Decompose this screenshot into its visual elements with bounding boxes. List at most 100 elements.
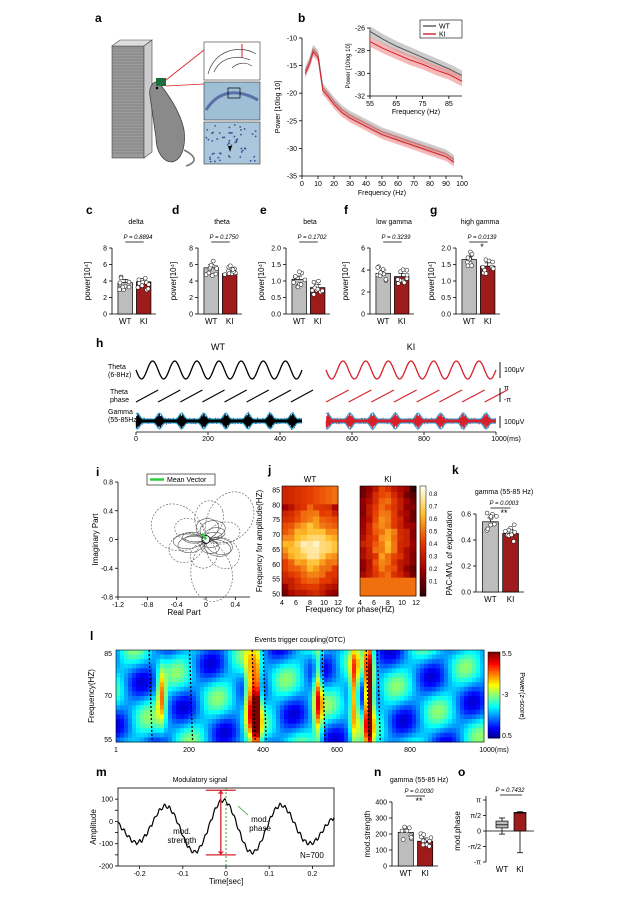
otc-cell (216, 737, 221, 743)
otc-cell (440, 709, 445, 715)
otc-cell (388, 709, 393, 715)
heat-cell (300, 547, 308, 554)
panel-l-otc-heatmap: l Events trigger coupling(OTC)1 200 400 600 8… (87, 629, 525, 754)
otc-cell (236, 650, 241, 656)
ytick: 6 (103, 262, 107, 269)
otc-cell (252, 719, 257, 725)
colorbar-segment (488, 703, 500, 707)
heat-cell (403, 528, 411, 536)
otc-cell (372, 732, 377, 738)
otc-cell (212, 714, 217, 720)
xtick: 20 (330, 181, 338, 188)
otc-cell (212, 737, 217, 743)
otc-cell (196, 673, 201, 679)
otc-cell (444, 668, 449, 674)
otc-cell (444, 719, 449, 725)
otc-cell (468, 696, 473, 702)
otc-cell (252, 668, 257, 674)
heat-cell (313, 522, 320, 530)
otc-cell (264, 650, 269, 656)
otc-cell (436, 719, 441, 725)
otc-cell (120, 700, 125, 706)
heat-cell (403, 504, 411, 511)
otc-cell (296, 700, 301, 706)
inset-xtick: 65 (392, 101, 400, 108)
heat-cell (306, 528, 314, 536)
otc-cell (252, 659, 257, 665)
otc-cell (136, 654, 141, 660)
otc-cell (208, 650, 213, 656)
otc-cell (188, 700, 193, 706)
scale-label-minus-pi: -π (504, 397, 511, 404)
otc-cell (228, 673, 233, 679)
cell-dot (233, 135, 236, 138)
otc-cell (352, 677, 357, 683)
otc-cell (332, 686, 337, 692)
otc-cell (308, 650, 313, 656)
otc-cell (344, 650, 349, 656)
otc-cell (348, 686, 353, 692)
heat-cell (360, 492, 367, 499)
colorbar-tick: 5.5 (502, 651, 512, 658)
otc-cell (356, 691, 361, 697)
annotation-phase-2: phase (249, 824, 271, 833)
otc-cell (460, 673, 465, 679)
otc-cell (360, 719, 365, 725)
otc-cell (368, 673, 373, 679)
otc-cell (372, 663, 377, 669)
data-point (485, 526, 491, 532)
otc-cell (448, 659, 453, 665)
cell-dot (231, 132, 233, 134)
otc-cell (292, 668, 297, 674)
heat-cell (409, 510, 417, 518)
chart-title: Modulatory signal (173, 777, 228, 784)
heat-cell (403, 541, 411, 548)
otc-cell (144, 737, 149, 743)
otc-cell (156, 668, 161, 674)
xtick: 50 (378, 181, 386, 188)
otc-cell (444, 682, 449, 688)
otc-cell (320, 723, 325, 729)
heat-cell (372, 528, 380, 536)
y-axis-label: power[10⁴] (169, 262, 178, 301)
otc-cell (116, 728, 121, 734)
otc-cell (268, 654, 273, 660)
otc-cell (296, 737, 301, 743)
otc-cell (340, 696, 345, 702)
colorbar-segment (420, 510, 426, 514)
heat-cell (409, 589, 417, 597)
ytick: -15 (287, 63, 297, 70)
otc-cell (348, 677, 353, 683)
heat-cell (313, 498, 320, 505)
otc-cell (244, 705, 249, 711)
heat-cell (397, 516, 405, 524)
otc-cell (332, 650, 337, 656)
x-category-WT: WT (400, 869, 413, 878)
otc-cell (472, 673, 477, 679)
theta-trace-1 (325, 360, 497, 380)
otc-cell (204, 700, 209, 706)
otc-cell (208, 654, 213, 660)
otc-cell (456, 700, 461, 706)
otc-cell (412, 686, 417, 692)
ytick: 0 (103, 312, 107, 319)
otc-cell (452, 650, 457, 656)
otc-cell (116, 663, 121, 669)
colorbar-segment (420, 549, 426, 553)
otc-cell (132, 696, 137, 702)
otc-cell (468, 650, 473, 656)
xtick: 4 (280, 600, 284, 607)
otc-cell (436, 732, 441, 738)
otc-cell (440, 654, 445, 660)
otc-cell (432, 732, 437, 738)
otc-cell (336, 663, 341, 669)
otc-cell (340, 700, 345, 706)
otc-cell (272, 659, 277, 665)
otc-cell (116, 709, 121, 715)
otc-cell (312, 714, 317, 720)
otc-cell (440, 705, 445, 711)
inset-band-KI (370, 36, 462, 87)
otc-cell (412, 668, 417, 674)
xtick: 6 (372, 600, 376, 607)
bar-WT (482, 521, 499, 593)
